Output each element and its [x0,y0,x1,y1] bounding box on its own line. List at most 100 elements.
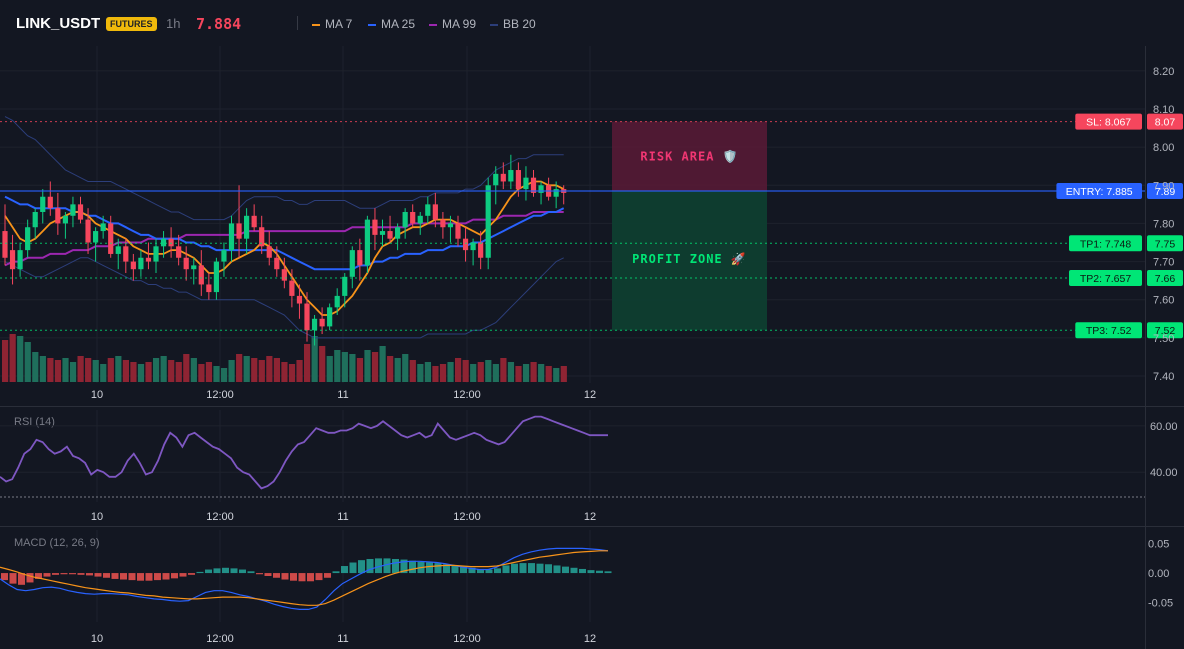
volume-bar [462,360,469,382]
candle-body [228,223,235,251]
signal-line [0,550,608,606]
volume-bar [107,358,114,382]
volume-bar [39,356,46,382]
candle-body [153,246,159,262]
candle-body [138,257,144,270]
macd-hist-bar [400,559,408,574]
legend-bb20-label: BB 20 [503,17,536,31]
volume-bar [273,358,280,382]
grid-lines [0,46,1184,649]
legend-ma7[interactable]: MA 7 [312,17,352,31]
macd-hist-bar [579,568,586,574]
time-tick: 11 [337,633,348,645]
candle-body [176,246,182,258]
price-axis: 8.20 8.10 8.00 7.90 7.80 7.70 7.60 7.50 7.40 10 12… [91,66,1175,645]
macd-hist-bar [545,564,552,574]
legend-ma99[interactable]: MA 99 [429,17,476,31]
candle-body [123,246,129,262]
candle-body [198,265,204,285]
macd-hist-bar [256,573,263,575]
level-axis-label: 8.07 [1155,117,1176,129]
candle-body [191,265,197,270]
symbol-name[interactable]: LINK_USDT [16,15,101,32]
candle-body [417,215,423,224]
futures-badge: FUTURES [106,17,157,31]
volume-bar [319,346,326,382]
legend-bb20[interactable]: BB 20 [490,17,536,31]
level-axis-label: 7.89 [1155,186,1176,198]
candle-body [55,208,61,224]
price-tick: 7.40 [1153,371,1174,383]
macd-hist-bar [171,573,178,579]
macd-hist-bar [553,565,561,574]
legend-bb20-swatch [490,23,498,26]
volume-bar [500,358,507,382]
volume-bar [228,360,235,382]
macd-hist-bar [332,571,340,574]
macd-tick: -0.05 [1148,597,1173,609]
macd-tick: 0.05 [1148,539,1169,551]
level-label: TP2: 7.657 [1080,273,1132,285]
macd-hist-bar [434,563,442,574]
last-price: 7.884 [196,15,242,33]
candle-body [296,295,303,304]
volume-bar [538,364,545,382]
candle-body [410,211,416,224]
time-tick: 12:00 [206,389,234,401]
macd-title: MACD (12, 26, 9) [14,537,100,549]
volume-bar [447,362,454,382]
volume-bar [2,340,9,382]
candle-body [62,215,68,224]
volume-bar [236,354,243,382]
candle-body [334,295,340,308]
macd-hist-bar [77,573,85,575]
volume-bar [77,356,84,382]
volume-bar [130,362,137,382]
macd-hist-bar [502,565,510,574]
candle-body [364,219,370,266]
axis-border [1145,46,1146,649]
macd-hist-bar [528,563,535,574]
volume-bars [2,334,567,382]
volume-bar [485,360,492,382]
macd-hist-bar [188,573,195,575]
price-tick: 8.20 [1153,66,1174,78]
level-label-bg [1056,183,1142,200]
volume-bar [470,364,477,382]
candle-body [259,227,265,247]
volume-bar [522,364,530,382]
candle-body [25,227,31,251]
volume-bar [492,364,499,382]
candle-body [266,246,272,258]
macd-hist-bar [137,573,144,581]
volume-bar [198,364,205,382]
macd-hist-bar [349,562,357,574]
timeframe-label[interactable]: 1h [166,16,181,31]
price-tick: 7.60 [1153,295,1174,307]
candle-body [304,303,310,331]
macd-hist-bar [596,570,603,574]
volume-bar [213,366,220,382]
macd-hist-bar [375,558,382,574]
macd-hist-bar [460,566,467,574]
legend-ma25[interactable]: MA 25 [368,17,415,31]
candle-body [108,223,114,254]
time-tick: 11 [337,389,348,401]
candle-body [515,170,521,190]
level-axis-bg [1147,183,1183,200]
macd-hist-bar [290,573,297,581]
volume-bar [258,360,265,382]
candle-body [47,196,53,209]
candle-body [221,250,227,262]
candle-body [213,261,219,293]
level-label: SL: 8.067 [1086,117,1131,129]
price-tick: 8.00 [1153,142,1174,154]
volume-bar [387,356,394,382]
volume-bar [92,360,99,382]
volume-bar [69,362,77,382]
volume-bar [17,336,24,382]
volume-bar [190,358,197,382]
time-tick: 12 [584,389,596,401]
volume-bar [477,362,484,382]
